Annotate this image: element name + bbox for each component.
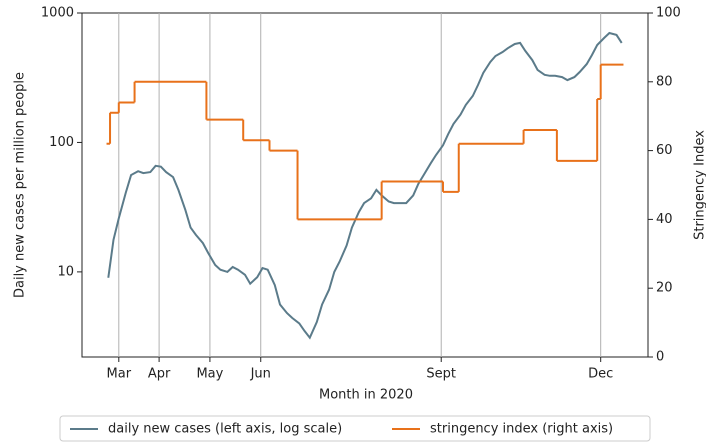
y2-tick-label: 80: [656, 74, 673, 89]
legend-label: daily new cases (left axis, log scale): [108, 422, 342, 437]
x-axis-label: Month in 2020: [319, 388, 413, 403]
plot-frame: [82, 13, 648, 357]
y-tick-label: 100: [49, 135, 74, 150]
y2-tick-label: 100: [656, 6, 681, 21]
x-tick-label: Sept: [426, 367, 456, 382]
x-tick-label: Mar: [107, 367, 132, 382]
y-axis-label: Daily new cases per million people: [13, 72, 28, 298]
y2-axis-label: Stringency Index: [693, 130, 706, 240]
y2-tick-label: 40: [656, 212, 673, 227]
y2-tick-label: 20: [656, 281, 673, 296]
y-tick-label: 10: [57, 264, 74, 279]
x-tick-label: Jun: [250, 367, 271, 382]
y2-tick-label: 60: [656, 143, 673, 158]
y-tick-label: 1000: [41, 6, 74, 21]
y2-tick-label: 0: [656, 350, 664, 365]
legend-label: stringency index (right axis): [430, 422, 613, 437]
x-tick-label: Dec: [588, 367, 613, 382]
x-tick-label: Apr: [148, 367, 171, 382]
series-line: [108, 33, 621, 338]
x-tick-label: May: [196, 367, 223, 382]
